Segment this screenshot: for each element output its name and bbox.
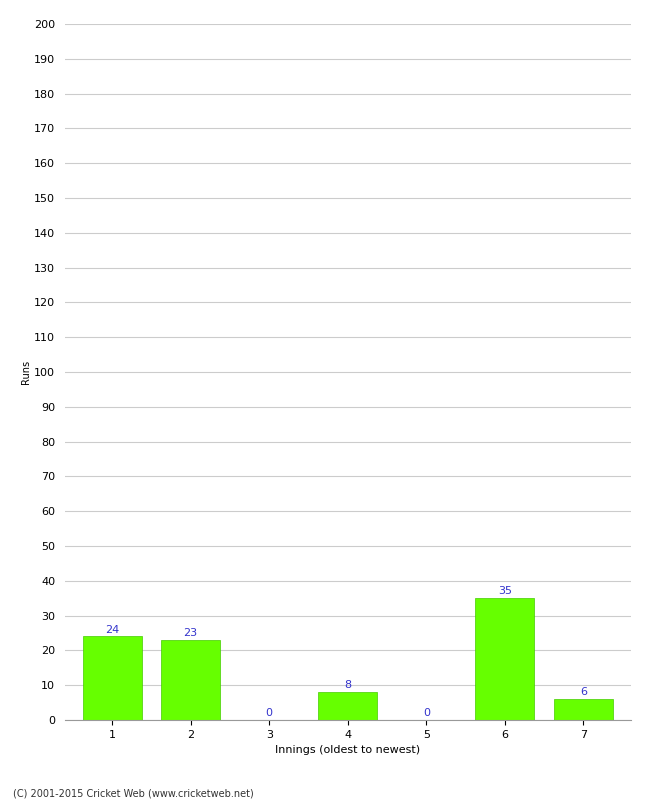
Bar — [554, 699, 613, 720]
Bar — [83, 637, 142, 720]
Text: 0: 0 — [266, 708, 273, 718]
Y-axis label: Runs: Runs — [21, 360, 31, 384]
Text: 35: 35 — [498, 586, 512, 597]
Bar — [475, 598, 534, 720]
Text: 23: 23 — [183, 628, 198, 638]
X-axis label: Innings (oldest to newest): Innings (oldest to newest) — [275, 746, 421, 755]
Bar — [161, 640, 220, 720]
Text: (C) 2001-2015 Cricket Web (www.cricketweb.net): (C) 2001-2015 Cricket Web (www.cricketwe… — [13, 788, 254, 798]
Text: 0: 0 — [422, 708, 430, 718]
Text: 8: 8 — [344, 681, 351, 690]
Text: 6: 6 — [580, 687, 587, 698]
Bar — [318, 692, 377, 720]
Text: 24: 24 — [105, 625, 119, 634]
